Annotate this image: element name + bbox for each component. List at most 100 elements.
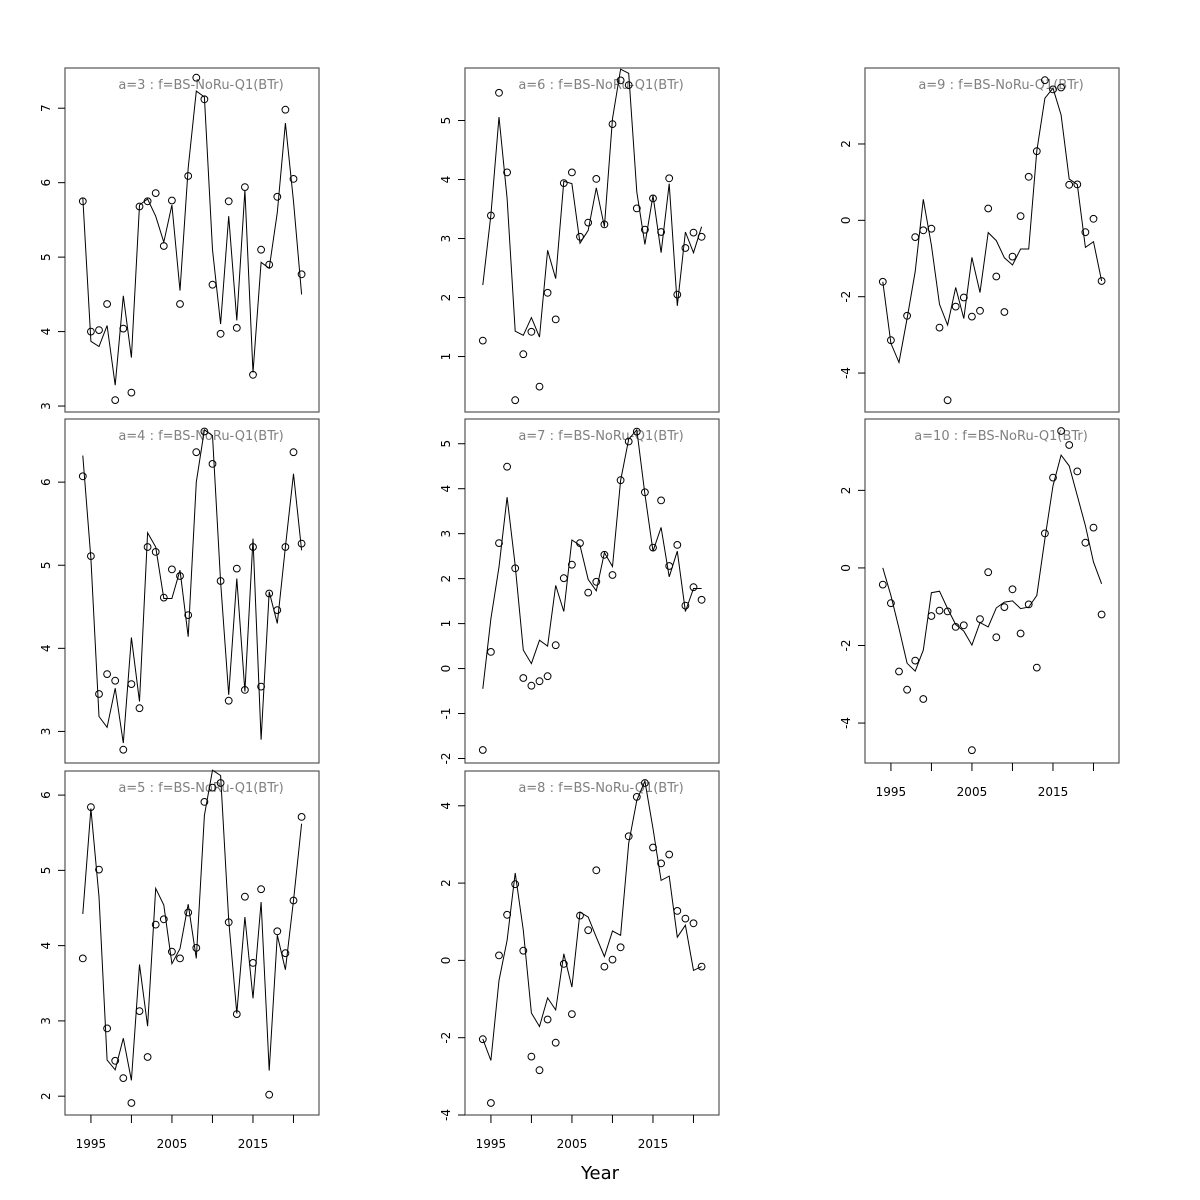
panel-title: a=5 : f=BS-NoRu-Q1(BTr)	[118, 781, 283, 796]
observed-point	[503, 168, 512, 177]
observed-point	[168, 947, 176, 956]
observed-point	[878, 580, 887, 589]
observed-point	[265, 1090, 274, 1099]
observed-point	[176, 954, 184, 963]
panel-title: a=7 : f=BS-NoRu-Q1(BTr)	[518, 429, 683, 444]
y-tick-label: -4	[439, 1109, 453, 1121]
y-tick-label: 6	[39, 179, 53, 187]
observed-point	[527, 1052, 536, 1061]
x-tick-label: 2015	[1038, 785, 1069, 799]
fitted-line	[82, 428, 303, 744]
observed-point	[143, 1053, 152, 1061]
observed-point	[119, 324, 128, 333]
observed-point	[1073, 180, 1082, 189]
y-tick-label: 5	[39, 253, 53, 261]
panel-title: a=6 : f=BS-NoRu-Q1(BTr)	[518, 78, 683, 93]
y-tick-label: -4	[839, 367, 853, 379]
observed-point	[527, 327, 536, 336]
panel-frame	[64, 770, 320, 1116]
panel-frame	[464, 67, 720, 413]
observed-point	[192, 73, 201, 82]
observed-point	[992, 633, 1001, 642]
observed-point	[959, 293, 968, 302]
observed-point	[127, 1099, 136, 1107]
observed-point	[257, 682, 266, 691]
observed-point	[249, 959, 257, 967]
observed-point	[216, 577, 225, 585]
observed-point	[943, 396, 952, 405]
observed-point	[665, 850, 674, 859]
x-tick-label: 2015	[638, 1137, 669, 1151]
observed-point	[576, 539, 584, 547]
y-tick-label: -2	[839, 640, 853, 652]
panel-7: a=9 : f=BS-NoRu-Q1(BTr) -4 -2 0 2	[839, 67, 1120, 413]
y-tick-label: 5	[39, 561, 53, 569]
y-tick-label: 3	[439, 235, 453, 243]
y-tick-label: 0	[439, 957, 453, 965]
observed-point	[241, 183, 249, 192]
observed-point	[519, 350, 528, 359]
observed-point	[1049, 85, 1057, 94]
observed-point	[159, 593, 168, 602]
observed-point	[495, 951, 503, 960]
observed-point	[289, 175, 298, 183]
observed-point	[1097, 610, 1106, 619]
observed-point	[697, 232, 706, 241]
observed-point	[257, 245, 266, 254]
observed-point	[273, 927, 282, 936]
observed-point	[543, 672, 552, 681]
observed-point	[135, 704, 144, 713]
observed-point	[878, 277, 887, 286]
observed-point	[503, 910, 512, 919]
observed-point	[1032, 663, 1041, 672]
observed-point	[232, 1010, 241, 1018]
observed-point	[184, 908, 193, 917]
observed-point	[103, 300, 111, 308]
observed-point	[1032, 147, 1041, 156]
fitted-line	[882, 453, 1103, 672]
observed-point	[641, 779, 649, 787]
fitted-line	[882, 87, 1103, 365]
observed-point	[1097, 277, 1106, 285]
panel-1: a=3 : f=BS-NoRu-Q1(BTr) 3 4 5 6 7	[39, 67, 320, 413]
y-tick-label: 2	[439, 294, 453, 302]
observed-point	[265, 260, 274, 269]
observed-point	[968, 746, 976, 755]
observed-point	[608, 120, 617, 128]
observed-point	[495, 539, 503, 547]
observed-point	[527, 681, 536, 690]
observed-point	[984, 568, 993, 577]
observed-point	[911, 233, 920, 242]
observed-point	[503, 462, 512, 471]
y-tick-label: 4	[439, 176, 453, 184]
panel-frame	[864, 67, 1120, 413]
observed-point	[559, 179, 568, 188]
observed-point	[1016, 629, 1025, 638]
y-tick-label: 2	[839, 487, 853, 495]
observed-point	[1024, 172, 1033, 181]
observed-point	[1089, 523, 1098, 532]
observed-point	[1024, 600, 1033, 609]
observed-point	[657, 859, 665, 868]
observed-point	[559, 960, 568, 968]
observed-point	[624, 437, 633, 446]
observed-point	[200, 427, 209, 436]
observed-point	[297, 813, 306, 821]
observed-point	[584, 588, 593, 597]
observed-point	[543, 1015, 552, 1024]
observed-point	[632, 204, 641, 213]
observed-point	[511, 396, 520, 405]
observed-point	[281, 105, 290, 114]
y-tick-label: 3	[439, 530, 453, 538]
y-tick-label: 4	[439, 485, 453, 493]
observed-point	[1000, 603, 1009, 611]
observed-point	[281, 543, 290, 551]
y-tick-label: 2	[839, 140, 853, 148]
observed-point	[224, 197, 233, 206]
observed-point	[608, 571, 617, 579]
observed-point	[1065, 441, 1074, 449]
observed-point	[281, 949, 290, 958]
y-tick-label: 4	[439, 802, 453, 810]
observed-point	[151, 548, 160, 556]
